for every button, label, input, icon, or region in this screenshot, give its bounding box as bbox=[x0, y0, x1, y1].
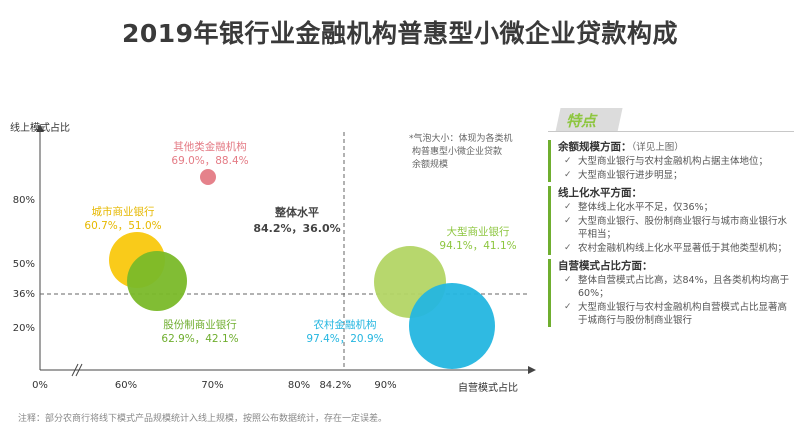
feature-section-title: 余额规模方面：（详见上图） bbox=[558, 140, 794, 155]
section-note: （详见上图） bbox=[631, 142, 684, 153]
bubble-other-institutions bbox=[200, 169, 216, 185]
feature-section-title: 自营模式占比方面： bbox=[558, 259, 794, 274]
feature-section: 余额规模方面：（详见上图）大型商业银行与农村金融机构占据主体地位；大型商业银行进… bbox=[548, 140, 794, 182]
size-note-line: *气泡大小：体现为各类机 bbox=[409, 132, 513, 144]
overall-level-label: 整体水平 bbox=[274, 205, 319, 219]
feature-bullet: 大型商业银行与农村金融机构自营模式占比显著高于城商行与股份制商业银行 bbox=[558, 301, 794, 327]
x-axis-arrow bbox=[528, 366, 536, 374]
bubble-label-large-commercial-bank: 大型商业银行 bbox=[447, 225, 510, 238]
y-axis-label: 线上模式占比 bbox=[10, 121, 70, 134]
bubble-value-rural-institutions: 97.4%，20.9% bbox=[306, 333, 383, 345]
panel-heading: 特点 bbox=[566, 112, 597, 130]
panel-sections: 余额规模方面：（详见上图）大型商业银行与农村金融机构占据主体地位；大型商业银行进… bbox=[548, 140, 794, 331]
section-title-text: 线上化水平方面： bbox=[558, 187, 642, 199]
feature-bullet: 大型商业银行、股份制商业银行与城市商业银行水平相当； bbox=[558, 215, 794, 241]
bubble-value-other-institutions: 69.0%，88.4% bbox=[171, 155, 248, 167]
bubble-size-note: *气泡大小：体现为各类机构普惠型小微企业贷款余额规模 bbox=[409, 132, 513, 170]
feature-bullet: 整体自营模式占比高，达84%，且各类机构均高于60%； bbox=[558, 274, 794, 300]
panel-divider bbox=[548, 131, 794, 132]
page-title: 2019年银行业金融机构普惠型小微企业贷款构成 bbox=[121, 19, 679, 48]
y-tick-label: 80% bbox=[13, 195, 35, 206]
feature-bullet: 大型商业银行与农村金融机构占据主体地位； bbox=[558, 155, 794, 168]
overall-level-value: 84.2%，36.0% bbox=[253, 222, 340, 235]
features-panel: 特点 余额规模方面：（详见上图）大型商业银行与农村金融机构占据主体地位；大型商业… bbox=[548, 108, 794, 390]
feature-section: 自营模式占比方面： 整体自营模式占比高，达84%，且各类机构均高于60%；大型商业… bbox=[548, 259, 794, 327]
section-title-text: 余额规模方面： bbox=[558, 141, 632, 153]
bubble-value-joint-stock-bank: 62.9%，42.1% bbox=[161, 333, 238, 345]
feature-section: 线上化水平方面： 整体线上化水平不足，仅36%；大型商业银行、股份制商业银行与城市… bbox=[548, 186, 794, 255]
x-tick-label: 84.2% bbox=[319, 380, 351, 391]
y-axis-arrow bbox=[36, 124, 44, 132]
feature-bullet: 农村金融机构线上化水平显著低于其他类型机构； bbox=[558, 242, 794, 255]
x-tick-label: 0% bbox=[32, 380, 48, 391]
bubble-label-rural-institutions: 农村金融机构 bbox=[314, 318, 377, 331]
y-tick-label: 36% bbox=[13, 289, 35, 300]
bubble-label-city-commercial-bank: 城市商业银行 bbox=[92, 205, 155, 218]
section-title-text: 自营模式占比方面： bbox=[558, 260, 653, 272]
feature-bullet: 整体线上化水平不足，仅36%； bbox=[558, 201, 794, 214]
size-note-line: 构普惠型小微企业贷款 bbox=[412, 145, 502, 157]
footnote: 注释：部分农商行将线下模式产品规模统计入线上规模，按照公布数据统计，存在一定误差… bbox=[18, 414, 388, 424]
y-tick-label: 50% bbox=[13, 259, 35, 270]
bubble-chart: 线上模式占比 自营模式占比 0% 60% 70% 80% 84.2% 90% 80% 50%… bbox=[10, 121, 536, 394]
x-tick-label: 60% bbox=[115, 380, 137, 391]
x-tick-label: 80% bbox=[288, 380, 310, 391]
axis-break-icon bbox=[71, 363, 83, 377]
y-tick-label: 20% bbox=[13, 323, 35, 334]
bubble-value-city-commercial-bank: 60.7%，51.0% bbox=[84, 220, 161, 232]
size-note-line: 余额规模 bbox=[412, 158, 448, 170]
feature-section-title: 线上化水平方面： bbox=[558, 186, 794, 201]
bubble-label-joint-stock-bank: 股份制商业银行 bbox=[163, 318, 237, 331]
bubble-label-other-institutions: 其他类金融机构 bbox=[173, 140, 247, 153]
bubble-value-large-commercial-bank: 94.1%，41.1% bbox=[439, 240, 516, 252]
x-tick-label: 70% bbox=[201, 380, 223, 391]
x-tick-label: 90% bbox=[374, 380, 396, 391]
bubble-joint-stock-bank bbox=[127, 251, 187, 311]
feature-bullet: 大型商业银行进步明显； bbox=[558, 169, 794, 182]
bubble-rural-institutions bbox=[409, 283, 495, 369]
x-axis-label: 自营模式占比 bbox=[458, 381, 518, 394]
